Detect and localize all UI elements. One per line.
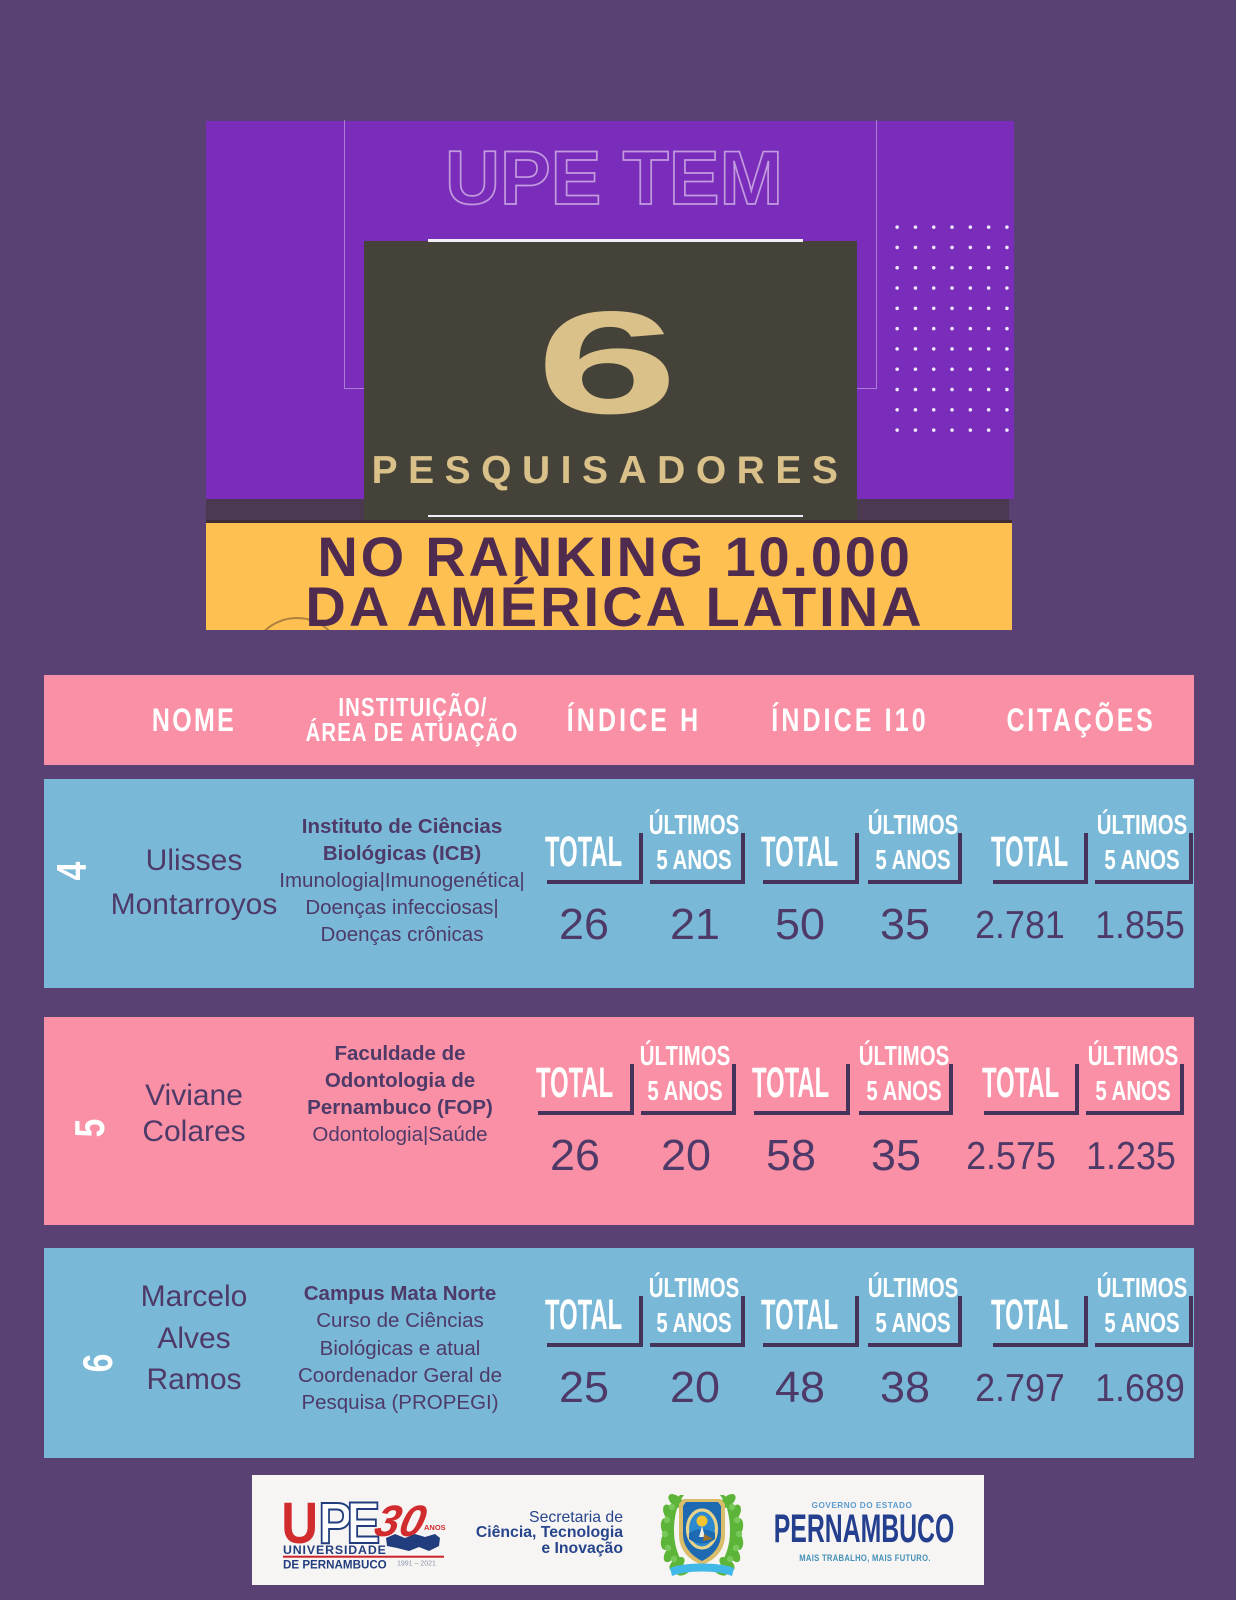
svg-text:P: P — [318, 1494, 352, 1556]
svg-text:DE PERNAMBUCO: DE PERNAMBUCO — [283, 1559, 387, 1572]
svg-text:U: U — [283, 1494, 318, 1556]
svg-text:UNIVERSIDADE: UNIVERSIDADE — [283, 1543, 387, 1557]
svg-text:ANOS: ANOS — [424, 1523, 446, 1532]
svg-text:1991 – 2021: 1991 – 2021 — [397, 1561, 436, 1568]
svg-text:E: E — [346, 1494, 380, 1556]
